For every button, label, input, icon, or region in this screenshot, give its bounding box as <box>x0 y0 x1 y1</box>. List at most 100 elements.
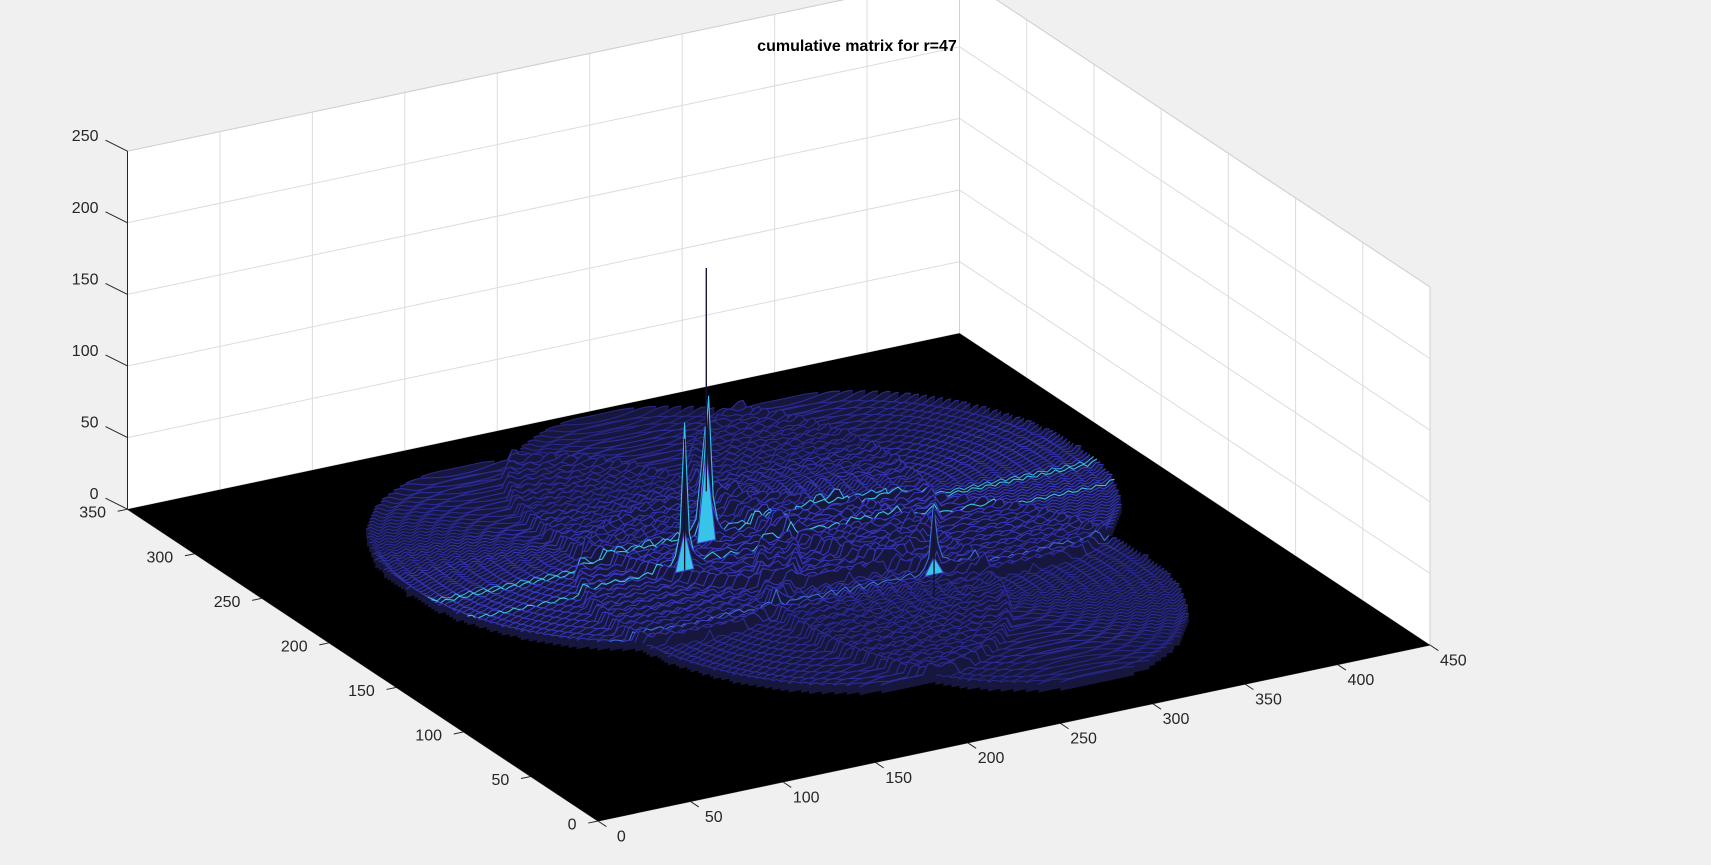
surface-mesh-line <box>834 609 1186 686</box>
surface-mesh-line <box>414 447 1081 593</box>
x-tick-mark <box>1152 703 1162 710</box>
x-tick-mark <box>875 761 884 769</box>
y-tick-mark <box>117 508 128 512</box>
surface-mesh-line <box>368 398 952 525</box>
y-tick-mark <box>252 597 263 601</box>
z-tick-label: 250 <box>72 128 99 145</box>
surface-mesh-line <box>800 601 1185 686</box>
z-tick-mark <box>105 354 128 367</box>
grid-line-z-back <box>127 189 960 367</box>
surface-mesh-line <box>449 468 1107 612</box>
y-tick-label: 100 <box>415 728 442 745</box>
surface-mesh-line <box>664 552 1141 658</box>
y-tick-label: 150 <box>348 683 375 700</box>
surface-mesh-line <box>756 587 1182 681</box>
surface-mesh-line <box>596 523 1106 643</box>
surface-mesh-line <box>527 405 694 443</box>
surface-mesh-line <box>373 393 920 512</box>
surface-mesh-line <box>690 562 1158 667</box>
surface-mesh-line <box>434 461 1101 606</box>
surface-mesh-line <box>713 573 1171 673</box>
grid-line-z-back <box>127 332 960 510</box>
z-tick-label: 200 <box>72 200 99 217</box>
grid-line-z-side <box>959 189 1431 503</box>
y-tick-label: 300 <box>146 549 173 566</box>
surface-mesh-line <box>721 575 1170 675</box>
y-tick-mark <box>520 775 531 780</box>
x-tick-mark <box>1059 722 1069 730</box>
x-tick-label: 200 <box>978 750 1005 767</box>
surface-mesh-line <box>987 642 1173 684</box>
grid-line-z-back <box>127 117 960 295</box>
grid-line-z-back <box>127 261 960 439</box>
surface-mesh-line <box>881 618 1187 686</box>
z-tick-label: 100 <box>72 343 99 360</box>
surface-mesh-line <box>501 495 1121 629</box>
surface-mesh-line <box>660 549 1138 655</box>
surface-mesh-fill <box>427 426 1094 608</box>
y-tick-mark <box>386 686 397 690</box>
surface-mesh-line <box>728 577 1174 676</box>
surface-mesh-line <box>821 606 1187 687</box>
x-tick-label: 400 <box>1348 672 1375 689</box>
x-axis-line <box>597 644 1431 822</box>
surface-mesh-line <box>374 392 912 508</box>
y-tick-mark <box>319 642 330 646</box>
back-wall-yz <box>959 0 1430 645</box>
x-tick-mark <box>1429 644 1439 651</box>
surface-mesh-line <box>667 554 1149 659</box>
y-tick-mark <box>588 820 599 824</box>
surface-mesh-line <box>675 556 1148 661</box>
x-tick-label: 450 <box>1440 653 1467 670</box>
grid-line-z-side <box>959 261 1431 574</box>
z-tick-mark <box>105 426 128 439</box>
grid-line-z-side <box>959 332 1431 646</box>
surface-mesh-line <box>622 535 1118 643</box>
z-tick-label: 0 <box>90 486 99 503</box>
surface-mesh-line <box>372 394 928 516</box>
surface-mesh-line <box>536 509 1120 637</box>
z-tick-mark <box>105 282 128 295</box>
grid-line-z-side <box>959 117 1431 431</box>
surface-mesh-fill <box>467 422 1115 626</box>
surface-mesh-line <box>380 391 899 505</box>
chart-title: cumulative matrix for r=47 <box>757 38 957 55</box>
z-tick-label: 50 <box>81 415 99 432</box>
surface-mesh-line <box>490 489 1119 627</box>
y-tick-label: 0 <box>568 817 577 834</box>
y-tick-label: 50 <box>492 772 510 789</box>
surface-mesh-line <box>369 402 971 535</box>
y-tick-label: 350 <box>79 505 106 522</box>
surface-mesh-line <box>568 520 1115 641</box>
x-tick-mark <box>967 742 977 749</box>
grid-line-z-side <box>959 46 1431 360</box>
x-tick-mark <box>1337 664 1347 671</box>
x-tick-label: 50 <box>705 809 723 826</box>
surface-mesh-line <box>393 390 866 491</box>
y-tick-mark <box>453 731 464 735</box>
x-tick-mark <box>1244 683 1254 691</box>
grid-line-z-back <box>127 46 960 224</box>
surface-mesh-fill <box>609 504 1109 651</box>
y-tick-label: 200 <box>281 638 308 655</box>
x-tick-mark <box>597 820 607 827</box>
surface-mesh-fill <box>1060 666 1135 691</box>
surface-mesh-line <box>455 473 1113 615</box>
z-tick-label: 150 <box>72 271 99 288</box>
surface-mesh-line <box>732 580 1177 678</box>
x-tick-label: 350 <box>1255 692 1282 709</box>
surface-mesh-line <box>649 545 1131 651</box>
x-tick-label: 150 <box>885 770 912 787</box>
surface-mesh-line <box>780 595 1183 685</box>
surface-mesh-line <box>979 638 1175 684</box>
surface-mesh-line <box>646 542 1128 650</box>
x-tick-label: 300 <box>1163 711 1190 728</box>
surface-mesh-line <box>486 486 1116 625</box>
surface-mesh-line <box>387 390 879 496</box>
surface-mesh-line <box>943 625 1184 680</box>
axes-box-edge <box>127 0 845 152</box>
surface-mesh-line <box>544 406 657 431</box>
surface-mesh-line <box>560 407 635 425</box>
x-tick-mark <box>690 801 700 808</box>
